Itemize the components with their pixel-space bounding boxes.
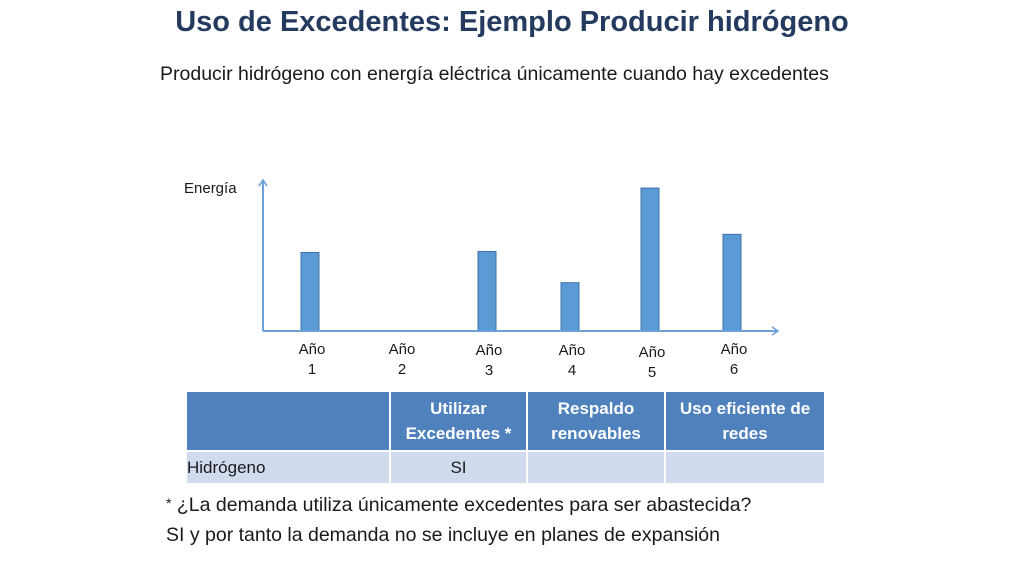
- comparison-table: Utilizar Excedentes * Respaldo renovable…: [185, 390, 826, 485]
- x-tick-label: Año 1: [287, 340, 337, 380]
- x-tick-label-word: Año: [298, 341, 326, 358]
- bar-5: [640, 187, 660, 332]
- bar-chart: [258, 178, 780, 336]
- x-tick-label-number: 1: [307, 361, 317, 378]
- bar-4: [560, 282, 580, 332]
- x-tick-label-word: Año: [388, 341, 416, 358]
- footnote-line-2: SI y por tanto la demanda no se incluye …: [166, 524, 720, 546]
- x-tick-label-word: Año: [720, 341, 748, 358]
- table-row: Hidrógeno SI: [185, 450, 826, 485]
- x-tick-label-number: 3: [484, 362, 494, 379]
- slide-subtitle: Producir hidrógeno con energía eléctrica…: [160, 63, 829, 85]
- table-header-row: Utilizar Excedentes * Respaldo renovable…: [185, 390, 826, 452]
- x-tick-label-word: Año: [638, 344, 666, 361]
- table-header-excedentes: Utilizar Excedentes *: [389, 390, 528, 452]
- x-tick-label-word: Año: [475, 342, 503, 359]
- x-tick-label: Año 5: [627, 343, 677, 383]
- footnote-question: ¿La demanda utiliza únicamente excedente…: [176, 494, 752, 516]
- bars-group: [300, 187, 742, 332]
- table-header-empty: [185, 390, 391, 452]
- x-tick-label: Año 6: [709, 340, 759, 380]
- x-tick-label-number: 2: [397, 361, 407, 378]
- bar-1: [300, 251, 320, 332]
- x-tick-label: Año 3: [464, 341, 514, 381]
- table-cell-respaldo: [526, 450, 666, 485]
- y-axis-label: Energía: [184, 180, 237, 197]
- x-tick-label: Año 2: [377, 340, 427, 380]
- slide-title: Uso de Excedentes: Ejemplo Producir hidr…: [175, 6, 849, 38]
- footnote-line-1: * ¿La demanda utiliza únicamente exceden…: [166, 488, 751, 520]
- x-tick-label-number: 6: [729, 361, 739, 378]
- x-tick-label-word: Año: [558, 342, 586, 359]
- table-cell-redes: [664, 450, 826, 485]
- x-tick-label: Año 4: [547, 341, 597, 381]
- footnote: * ¿La demanda utiliza únicamente exceden…: [166, 488, 751, 550]
- x-tick-label-number: 5: [647, 364, 657, 381]
- table-cell-excedentes: SI: [389, 450, 528, 485]
- table-header-redes: Uso eficiente de redes: [664, 390, 826, 452]
- table-cell-demand: Hidrógeno: [185, 450, 391, 485]
- x-tick-label-number: 4: [567, 362, 577, 379]
- bar-6: [722, 233, 742, 332]
- table-header-respaldo: Respaldo renovables: [526, 390, 666, 452]
- bar-3: [477, 250, 497, 332]
- footnote-asterisk: *: [166, 495, 172, 511]
